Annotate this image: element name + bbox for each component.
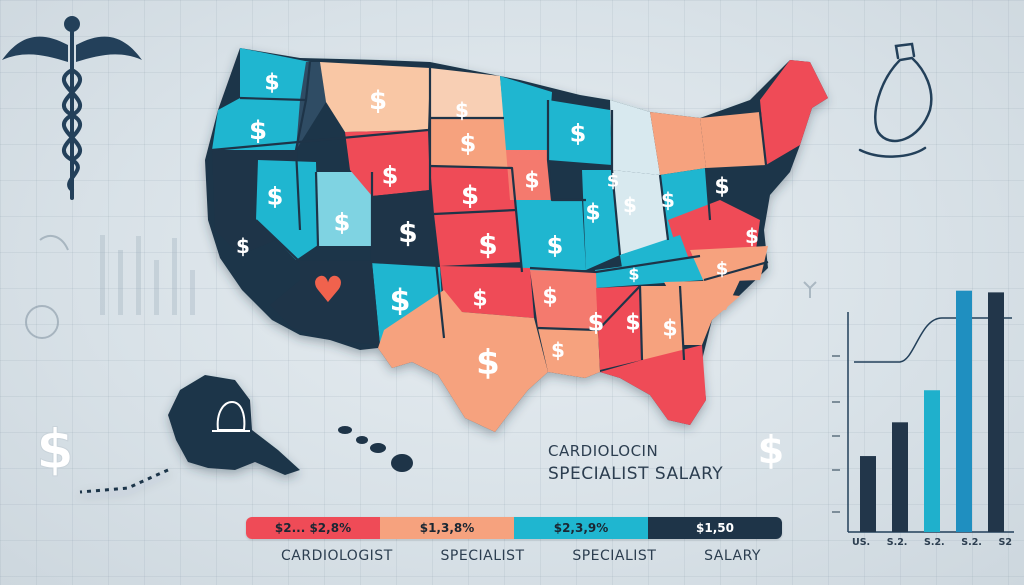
x-tick-label: S.2. [886,537,908,548]
dollar-icon: $ [607,170,620,191]
x-tick-label: S2 [998,537,1012,548]
dollar-icon: $ [478,228,497,261]
dollar-icon: $ [264,71,279,96]
heart-icon: ♥ [312,270,344,311]
dollar-icon: $ [758,428,784,472]
dollar-icon: $ [716,258,729,279]
dollar-icon: $ [588,308,605,336]
dollar-icon: $ [461,181,479,211]
dollar-icon: $ [382,161,399,189]
dollar-icon: $ [369,86,387,116]
state-regions [212,48,828,432]
background-bars-left [100,235,195,315]
alaska-bell-icon [212,400,250,432]
dollar-icon: $ [249,116,267,146]
chart-x-tick-labels: US. S.2. S.2. S.2. S2 [852,537,1012,548]
caption-word: SPECIALIST [440,548,525,564]
chart-bar [924,390,940,532]
dollar-icon: $ [472,287,487,312]
legend-item: $2... $2,8% [246,517,380,539]
dollar-icon: $ [547,231,564,259]
us-map: ♥ [205,48,828,432]
dollar-icon: $ [36,418,74,481]
legend-item: $2,3,9% [514,517,648,539]
dollar-icon: $ [662,317,677,342]
dollar-icon: $ [570,119,587,147]
salary-bar-chart [832,290,1014,533]
caduceus-icon [2,16,142,200]
dollar-icon: $ [745,224,759,248]
bottom-caption: CARDIOLOGIST SPECIALIST SPECIALIST SALAR… [281,548,761,564]
dollar-icon: $ [661,188,675,212]
dollar-icon: $ [551,338,565,362]
dollar-icon: $ [398,216,417,249]
dollar-icon: $ [334,208,351,236]
dollar-icon: $ [236,234,250,258]
map-title-line-2: SPECIALIST SALARY [548,464,724,484]
dollar-icon: $ [455,98,469,122]
money-bag-icon [858,42,933,158]
dollar-markers: $ $ $ $ $ $ $ $ $ $ $ $ $ $ $ $ $ $ $ $ $ $ $ $ $ $ $ $ $ $ $ [236,71,759,383]
dollar-icon: $ [524,169,539,194]
chart-bar [988,292,1004,532]
dollar-icon: $ [585,201,600,226]
dollar-icon: $ [390,284,411,319]
alaska-region [79,375,300,494]
dollar-icon: $ [623,193,637,217]
x-tick-label: S.2. [961,537,982,548]
caption-word: SALARY [704,548,761,564]
chart-bar [860,456,876,532]
salary-legend: $2... $2,8% $1,3,8% $2,3,9% $1,50 [246,517,782,539]
legend-item: $1,50 [648,517,782,539]
decorative-sketch-icons [25,234,817,339]
chart-trend-line [854,317,1012,363]
legend-item: $1,3,8% [380,517,514,539]
dollar-icon: $ [460,129,477,157]
state-borders [211,61,769,361]
hawaii-region [338,426,413,472]
dollar-icon: $ [628,265,639,284]
map-title-line-1: CARDIOLOCIN [548,442,659,460]
caption-word: SPECIALIST [572,548,657,564]
dollar-icon: $ [476,343,500,383]
dollar-icon: $ [625,311,640,336]
caption-word: CARDIOLOGIST [281,548,393,564]
chart-bar [956,290,972,532]
dollar-icon: $ [542,285,557,310]
x-tick-label: S.2. [924,537,945,548]
dollar-icon: $ [714,175,729,200]
x-tick-label: US. [852,537,871,548]
dollar-icon: $ [267,182,284,210]
chart-bar [892,422,908,532]
